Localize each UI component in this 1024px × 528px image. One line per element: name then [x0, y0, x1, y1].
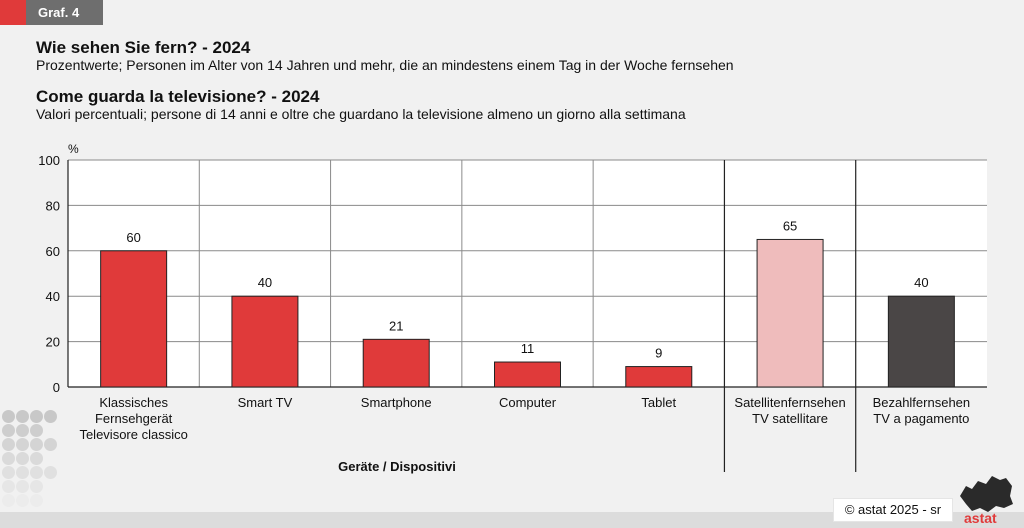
- decorative-dot: [2, 438, 15, 451]
- y-tick-label: 20: [46, 335, 60, 350]
- x-tick-label: TV satellitare: [752, 411, 828, 426]
- x-tick-label: Bezahlfernsehen: [873, 395, 971, 410]
- decorative-dot: [30, 424, 43, 437]
- x-tick-label: Televisore classico: [79, 427, 187, 442]
- x-tick-label: Klassisches: [99, 395, 168, 410]
- x-tick-label: Smart TV: [238, 395, 293, 410]
- x-tick-label: Computer: [499, 395, 557, 410]
- decorative-dot: [44, 410, 57, 423]
- chart-title-italian: Come guarda la televisione? - 2024: [36, 87, 320, 106]
- x-axis-label: Geräte / Dispositivi: [338, 459, 456, 474]
- footer-bar: [0, 512, 1024, 528]
- y-axis-label: %: [68, 142, 79, 156]
- decorative-dot: [16, 466, 29, 479]
- decorative-dot: [16, 410, 29, 423]
- decorative-dot: [2, 410, 15, 423]
- decorative-dot: [16, 452, 29, 465]
- bar: [231, 295, 299, 388]
- astat-logo-icon: [960, 476, 1013, 512]
- chart-subtitle-italian: Valori percentuali; persone di 14 anni e…: [36, 106, 686, 122]
- data-label: 40: [914, 275, 928, 290]
- bar: [887, 295, 955, 388]
- data-label: 40: [258, 275, 272, 290]
- decorative-dot: [2, 424, 15, 437]
- copyright-notice: © astat 2025 - sr: [833, 498, 953, 522]
- astat-logo-text: astat: [964, 510, 997, 526]
- bar: [100, 250, 168, 388]
- x-tick-label: TV a pagamento: [873, 411, 969, 426]
- decorative-dot: [30, 466, 43, 479]
- bar: [756, 238, 824, 388]
- x-tick-label: Tablet: [641, 395, 676, 410]
- x-tick-label: Smartphone: [361, 395, 432, 410]
- data-label: 60: [126, 230, 140, 245]
- decorative-dot: [16, 438, 29, 451]
- y-tick-label: 0: [53, 380, 60, 395]
- decorative-dot: [30, 480, 43, 493]
- decorative-dots: [0, 410, 60, 520]
- figure-tag-accent: [0, 0, 26, 25]
- bar: [625, 366, 693, 388]
- data-label: 9: [655, 346, 662, 361]
- y-tick-label: 40: [46, 289, 60, 304]
- decorative-dot: [44, 466, 57, 479]
- decorative-dot: [30, 410, 43, 423]
- chart-subtitle-german: Prozentwerte; Personen im Alter von 14 J…: [36, 57, 734, 73]
- decorative-dot: [2, 466, 15, 479]
- decorative-dot: [2, 480, 15, 493]
- data-label: 65: [783, 218, 797, 233]
- decorative-dot: [16, 424, 29, 437]
- plot-area: [68, 160, 987, 387]
- decorative-dot: [16, 480, 29, 493]
- bar: [362, 338, 430, 388]
- bar: [494, 361, 561, 388]
- decorative-dot: [30, 438, 43, 451]
- data-label: 11: [521, 341, 535, 356]
- y-tick-label: 100: [38, 153, 60, 168]
- decorative-dot: [2, 452, 15, 465]
- decorative-dot: [16, 494, 29, 507]
- decorative-dot: [44, 438, 57, 451]
- x-tick-label: Fernsehgerät: [95, 411, 173, 426]
- figure-number: Graf. 4: [38, 5, 80, 20]
- x-tick-label: Satellitenfernsehen: [734, 395, 845, 410]
- chart-title-german: Wie sehen Sie fern? - 2024: [36, 38, 251, 57]
- decorative-dot: [30, 452, 43, 465]
- decorative-dot: [2, 494, 15, 507]
- data-label: 21: [389, 318, 403, 333]
- y-tick-label: 80: [46, 198, 60, 213]
- decorative-dot: [30, 494, 43, 507]
- y-tick-label: 60: [46, 244, 60, 259]
